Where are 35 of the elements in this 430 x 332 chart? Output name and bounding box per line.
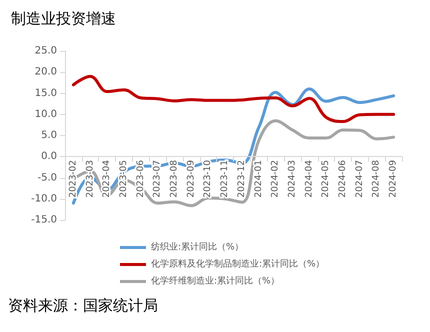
x-tick-label: 2024-02: [270, 160, 281, 198]
x-tick-label: 2023-08: [170, 160, 180, 198]
y-tick-label: -10.0: [31, 193, 57, 204]
y-tick-label: -5.0: [37, 172, 57, 184]
text: 资料来源：国家统计局: [8, 296, 158, 314]
x-tick-label: 2023-02: [68, 160, 78, 198]
legend-label: 化学原料及化学制品制造业:累计同比（%）: [151, 258, 325, 270]
x-tick-label: 2024-07: [354, 160, 365, 198]
x-tick-label: 2023-05: [118, 160, 129, 198]
x-tick-label: 2023-06: [136, 160, 146, 198]
legend-label: 化学纤维制造业:累计同比（%）: [151, 276, 280, 286]
y-tick-label: 10.0: [34, 108, 57, 120]
x-tick-label: 2023-11: [220, 160, 230, 198]
x-tick-label: 2024-05: [321, 160, 332, 198]
y-tick-label: 25.0: [34, 46, 57, 56]
x-tick-label: 2024-04: [304, 160, 314, 198]
x-tick-label: 2023-07: [152, 160, 163, 198]
x-tick-label: 2023-03: [85, 160, 96, 198]
y-tick-label: -15.0: [31, 214, 57, 226]
x-tick-label: 2024-06: [338, 160, 348, 198]
x-tick-label: 2024-01: [254, 160, 264, 198]
y-tick-label: 0.0: [41, 151, 57, 162]
y-tick-label: 20.0: [34, 66, 57, 78]
x-tick-label: 2024-03: [287, 160, 298, 198]
x-tick-label: 2024-09: [388, 160, 399, 198]
y-tick-label: 15.0: [34, 88, 57, 99]
chart-title: 制造业投资增速: [11, 10, 116, 28]
x-tick-label: 2024-08: [372, 160, 382, 198]
x-tick-label: 2023-04: [102, 160, 112, 198]
x-tick-label: 2023-12: [236, 160, 247, 198]
legend-label: 纺织业:累计同比（%）: [151, 242, 244, 252]
x-tick-label: 2023-10: [203, 160, 214, 198]
y-tick-label: 5.0: [41, 130, 57, 141]
x-tick-label: 2023-09: [186, 160, 196, 198]
line-series: [72, 74, 396, 124]
